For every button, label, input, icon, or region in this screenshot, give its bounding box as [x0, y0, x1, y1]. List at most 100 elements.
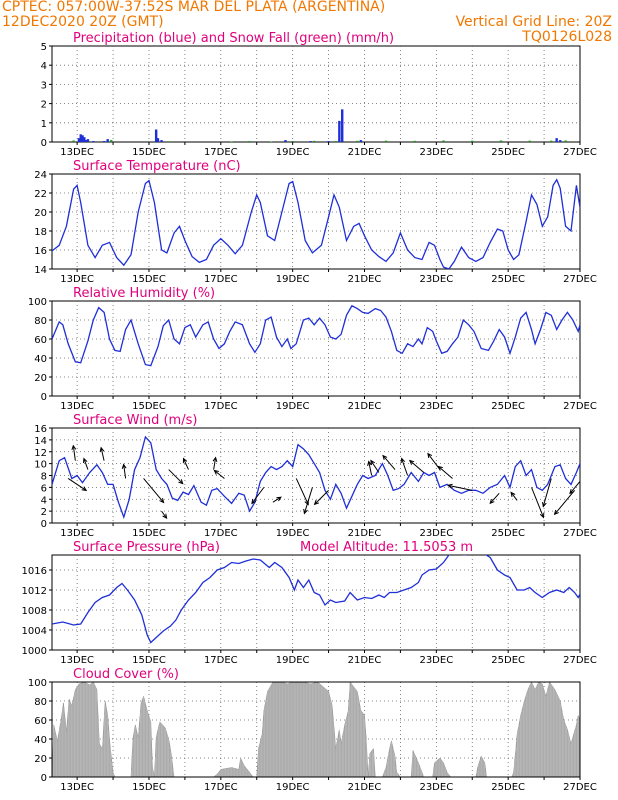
precip-bar — [341, 109, 344, 142]
precip-bar — [72, 140, 75, 142]
wind-arrow — [314, 489, 329, 505]
wind-arrow-head — [182, 457, 188, 464]
xtick-label-cloud: 27DEC — [563, 782, 597, 793]
precip-bar — [79, 134, 82, 142]
wind-arrow-head — [510, 491, 516, 497]
wind-arrow-head — [99, 446, 105, 453]
precip-bar — [83, 137, 86, 142]
wind-arrow — [123, 464, 127, 479]
panel-frame-precip — [51, 45, 581, 143]
panel-frame-temp — [51, 173, 581, 270]
wind-arrow — [303, 487, 313, 514]
xtick-label-pressure: 17DEC — [204, 655, 238, 666]
wind-arrow-head — [71, 444, 77, 451]
ytick-label-rh: 20 — [34, 373, 47, 384]
xtick-label-pressure: 15DEC — [132, 655, 166, 666]
precip-bar — [442, 140, 445, 142]
xtick-label-wind: 19DEC — [276, 528, 310, 539]
wind-arrow — [83, 458, 89, 470]
panel-title-cloud: Cloud Cover (%) — [73, 667, 179, 682]
ytick-label-temp: 24 — [34, 170, 47, 181]
wind-arrow-head — [251, 498, 257, 505]
precip-bar — [84, 140, 88, 142]
ytick-label-rh: 100 — [28, 297, 47, 308]
wind-arrow-head — [159, 497, 165, 504]
precip-bar — [92, 141, 95, 142]
wind-arrow-head — [569, 488, 575, 495]
precip-bar — [156, 138, 160, 142]
wind-arrow-head — [313, 499, 319, 506]
wind-arrow-head — [367, 460, 372, 467]
precip-bar — [291, 141, 294, 142]
ytick-label-pressure: 1000 — [22, 646, 47, 657]
ytick-label-cloud: 80 — [34, 697, 47, 708]
ytick-label-wind: 0 — [41, 519, 47, 530]
xtick-label-wind: 17DEC — [204, 528, 238, 539]
xtick-label-rh: 23DEC — [419, 401, 453, 412]
init-time-label: 12DEC2020 20Z (GMT) — [2, 14, 164, 30]
wind-arrow — [409, 460, 425, 473]
precip-bar — [169, 141, 172, 142]
xtick-label-temp: 17DEC — [204, 274, 238, 285]
precip-bar — [334, 141, 337, 142]
wind-arrow-head — [178, 479, 184, 485]
wind-arrow — [427, 453, 441, 470]
xtick-label-precip: 21DEC — [348, 147, 382, 158]
wind-arrow — [554, 490, 575, 515]
panel-title-wind: Surface Wind (m/s) — [73, 413, 197, 428]
ytick-label-temp: 20 — [34, 208, 47, 219]
xtick-label-wind: 23DEC — [419, 528, 453, 539]
ytick-label-cloud: 20 — [34, 754, 47, 765]
wind-arrow — [183, 458, 189, 470]
wind-arrow — [382, 455, 396, 470]
precip-bar — [356, 140, 359, 142]
wind-arrow-head — [553, 509, 559, 516]
xtick-label-temp: 23DEC — [419, 274, 453, 285]
xtick-label-precip: 19DEC — [276, 147, 310, 158]
ytick-label-cloud: 100 — [28, 678, 47, 689]
ytick-label-precip: 4 — [41, 61, 47, 72]
precip-bar — [359, 140, 363, 142]
station-label: CPTEC: 057:00W-37:52S MAR DEL PLATA (ARG… — [2, 0, 386, 15]
wind-arrow — [510, 492, 518, 501]
precip-bar — [102, 141, 106, 142]
xtick-label-rh: 17DEC — [204, 401, 238, 412]
ytick-label-precip: 3 — [41, 80, 47, 91]
xtick-label-wind: 13DEC — [60, 528, 94, 539]
ytick-label-pressure: 1016 — [22, 566, 47, 577]
wind-arrow — [67, 478, 87, 491]
wind-arrow — [531, 487, 544, 518]
xtick-label-wind: 25DEC — [491, 528, 525, 539]
ytick-label-rh: 60 — [34, 335, 47, 346]
wind-arrow-head — [408, 459, 415, 465]
xtick-label-pressure: 19DEC — [276, 655, 310, 666]
xtick-label-cloud: 23DEC — [419, 782, 453, 793]
precip-bar — [564, 140, 567, 142]
ytick-label-temp: 18 — [34, 227, 47, 238]
xtick-label-precip: 23DEC — [419, 147, 453, 158]
wind-arrow-head — [539, 512, 545, 519]
wind-arrow — [489, 492, 500, 504]
xtick-label-temp: 27DEC — [563, 274, 597, 285]
xtick-label-rh: 15DEC — [132, 401, 166, 412]
rh-series-line — [52, 304, 580, 367]
ytick-label-cloud: 40 — [34, 735, 47, 746]
pressure-series-line — [52, 555, 580, 644]
wind-arrow-head — [81, 486, 88, 492]
ytick-label-temp: 14 — [34, 265, 47, 276]
wind-arrow-head — [276, 496, 282, 502]
panel-annotation-pressure: Model Altitude: 11.5053 m — [300, 540, 473, 555]
wind-arrow — [161, 510, 167, 519]
xtick-label-temp: 13DEC — [60, 274, 94, 285]
wind-arrow-head — [427, 452, 433, 459]
xtick-label-rh: 13DEC — [60, 401, 94, 412]
wind-arrow — [542, 478, 552, 507]
wind-arrow-head — [83, 457, 88, 464]
precip-bar — [550, 140, 553, 142]
ytick-label-rh: 0 — [41, 392, 47, 403]
precip-bar — [413, 140, 416, 142]
wind-arrow — [370, 460, 380, 473]
precip-bar — [106, 139, 109, 142]
xtick-label-cloud: 21DEC — [348, 782, 382, 793]
wind-arrow — [72, 445, 76, 461]
